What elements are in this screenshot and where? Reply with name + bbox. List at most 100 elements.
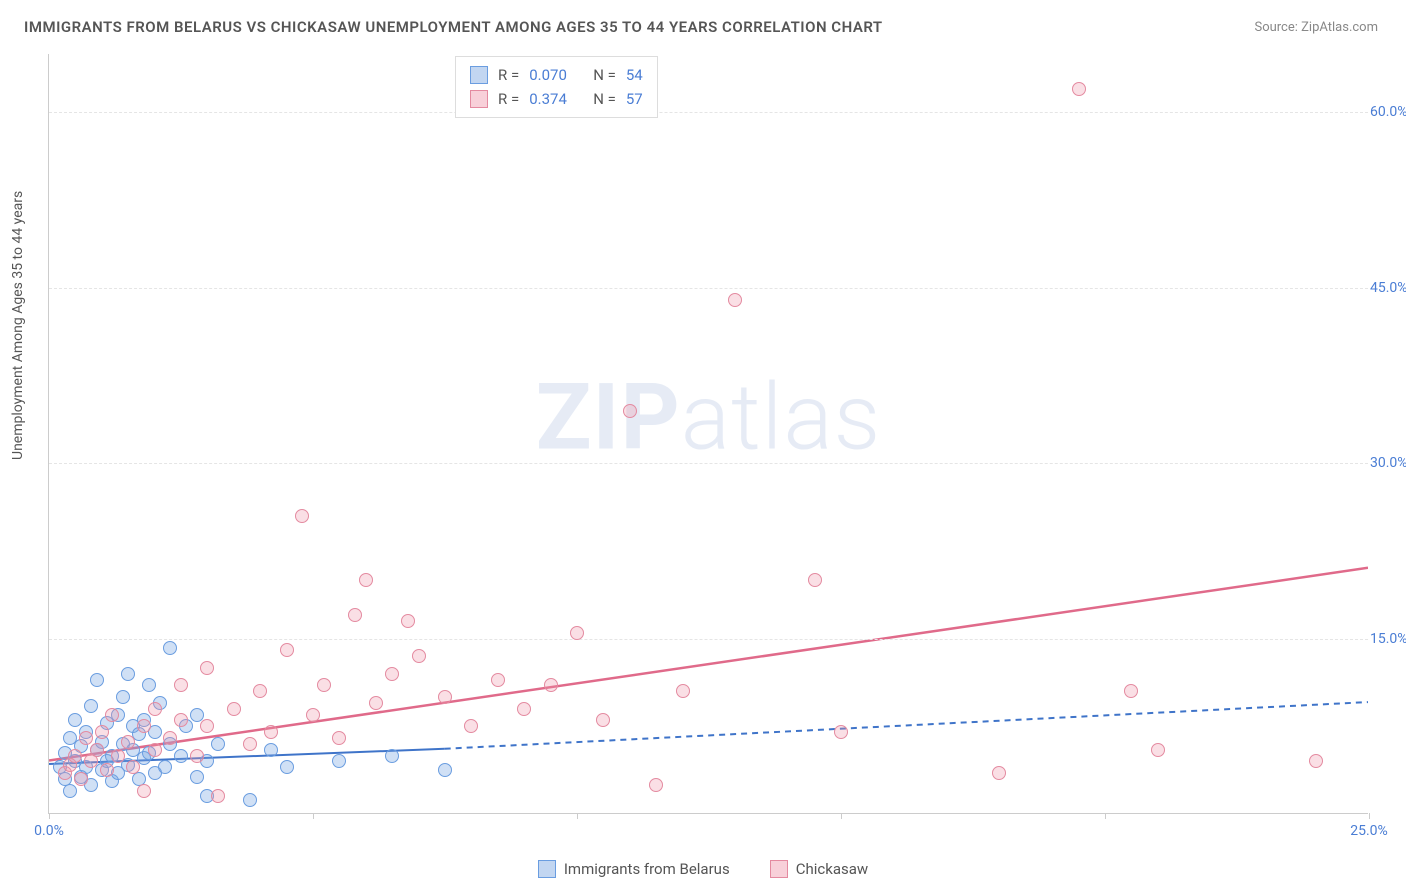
scatter-point-pink xyxy=(264,725,278,739)
trend-line xyxy=(445,702,1368,749)
legend-item-pink: Chickasaw xyxy=(770,860,868,878)
scatter-point-blue xyxy=(264,743,278,757)
trend-line xyxy=(49,568,1368,761)
series-legend: Immigrants from Belarus Chickasaw xyxy=(0,860,1406,878)
n-label: N = xyxy=(593,66,616,84)
x-tick xyxy=(1105,813,1106,819)
scatter-point-blue xyxy=(438,763,452,777)
y-tick-label: 60.0% xyxy=(1370,104,1406,120)
swatch-blue-icon xyxy=(538,860,556,878)
legend-label-blue: Immigrants from Belarus xyxy=(564,860,730,878)
scatter-point-pink xyxy=(728,293,742,307)
scatter-point-pink xyxy=(438,690,452,704)
scatter-point-pink xyxy=(369,696,383,710)
scatter-point-blue xyxy=(280,760,294,774)
scatter-point-blue xyxy=(174,749,188,763)
scatter-point-pink xyxy=(1072,82,1086,96)
scatter-point-blue xyxy=(243,793,257,807)
legend-row-blue: R = 0.070 N = 54 xyxy=(470,63,643,87)
scatter-point-pink xyxy=(100,763,114,777)
r-label: R = xyxy=(498,66,519,84)
x-tick xyxy=(577,813,578,819)
scatter-point-pink xyxy=(190,749,204,763)
scatter-point-pink xyxy=(491,673,505,687)
x-tick xyxy=(49,813,50,819)
scatter-point-blue xyxy=(385,749,399,763)
n-label: N = xyxy=(593,90,616,108)
scatter-point-pink xyxy=(90,743,104,757)
scatter-point-pink xyxy=(121,735,135,749)
scatter-point-pink xyxy=(1124,684,1138,698)
y-tick-label: 45.0% xyxy=(1370,280,1406,296)
scatter-point-pink xyxy=(517,702,531,716)
scatter-point-blue xyxy=(84,699,98,713)
legend-item-blue: Immigrants from Belarus xyxy=(538,860,730,878)
watermark-bold: ZIP xyxy=(536,365,681,472)
scatter-point-blue xyxy=(63,784,77,798)
scatter-point-blue xyxy=(211,737,225,751)
chart-title: IMMIGRANTS FROM BELARUS VS CHICKASAW UNE… xyxy=(24,18,883,36)
x-tick-label: 0.0% xyxy=(34,823,64,839)
scatter-point-pink xyxy=(992,766,1006,780)
scatter-point-pink xyxy=(544,678,558,692)
n-value-blue: 54 xyxy=(626,66,643,84)
scatter-point-pink xyxy=(148,743,162,757)
scatter-point-blue xyxy=(190,708,204,722)
scatter-point-pink xyxy=(243,737,257,751)
swatch-blue-icon xyxy=(470,66,488,84)
x-tick xyxy=(841,813,842,819)
scatter-point-pink xyxy=(174,713,188,727)
scatter-point-pink xyxy=(137,719,151,733)
scatter-point-pink xyxy=(211,789,225,803)
scatter-point-pink xyxy=(808,573,822,587)
scatter-point-pink xyxy=(359,573,373,587)
legend-row-pink: R = 0.374 N = 57 xyxy=(470,87,643,111)
r-value-blue: 0.070 xyxy=(529,66,575,84)
scatter-point-pink xyxy=(623,404,637,418)
grid-line xyxy=(49,463,1368,464)
scatter-point-pink xyxy=(570,626,584,640)
scatter-point-pink xyxy=(317,678,331,692)
source-label: Source: ZipAtlas.com xyxy=(1254,20,1378,35)
scatter-point-pink xyxy=(74,772,88,786)
scatter-point-blue xyxy=(332,754,346,768)
scatter-point-pink xyxy=(412,649,426,663)
grid-line xyxy=(49,288,1368,289)
scatter-point-pink xyxy=(105,708,119,722)
scatter-point-pink xyxy=(332,731,346,745)
scatter-point-pink xyxy=(401,614,415,628)
scatter-point-pink xyxy=(200,719,214,733)
scatter-point-pink xyxy=(306,708,320,722)
scatter-point-pink xyxy=(95,725,109,739)
scatter-point-pink xyxy=(464,719,478,733)
scatter-point-blue xyxy=(68,713,82,727)
x-tick xyxy=(313,813,314,819)
watermark-light: atlas xyxy=(681,365,882,472)
scatter-point-pink xyxy=(227,702,241,716)
swatch-pink-icon xyxy=(470,90,488,108)
scatter-point-pink xyxy=(676,684,690,698)
legend-label-pink: Chickasaw xyxy=(796,860,868,878)
scatter-point-pink xyxy=(596,713,610,727)
correlation-legend: R = 0.070 N = 54 R = 0.374 N = 57 xyxy=(455,56,658,118)
grid-line xyxy=(49,112,1368,113)
scatter-point-pink xyxy=(1151,743,1165,757)
y-tick-label: 15.0% xyxy=(1370,631,1406,647)
scatter-point-pink xyxy=(79,731,93,745)
scatter-point-blue xyxy=(90,673,104,687)
scatter-point-blue xyxy=(158,760,172,774)
scatter-point-pink xyxy=(200,661,214,675)
trend-lines-svg xyxy=(49,54,1368,813)
scatter-point-blue xyxy=(116,690,130,704)
scatter-point-pink xyxy=(174,678,188,692)
scatter-point-pink xyxy=(295,509,309,523)
scatter-point-pink xyxy=(137,784,151,798)
watermark: ZIPatlas xyxy=(536,365,882,472)
scatter-point-blue xyxy=(142,678,156,692)
scatter-point-pink xyxy=(253,684,267,698)
scatter-point-pink xyxy=(385,667,399,681)
y-axis-label: Unemployment Among Ages 35 to 44 years xyxy=(10,191,26,460)
scatter-point-pink xyxy=(348,608,362,622)
scatter-point-pink xyxy=(163,731,177,745)
scatter-point-pink xyxy=(280,643,294,657)
